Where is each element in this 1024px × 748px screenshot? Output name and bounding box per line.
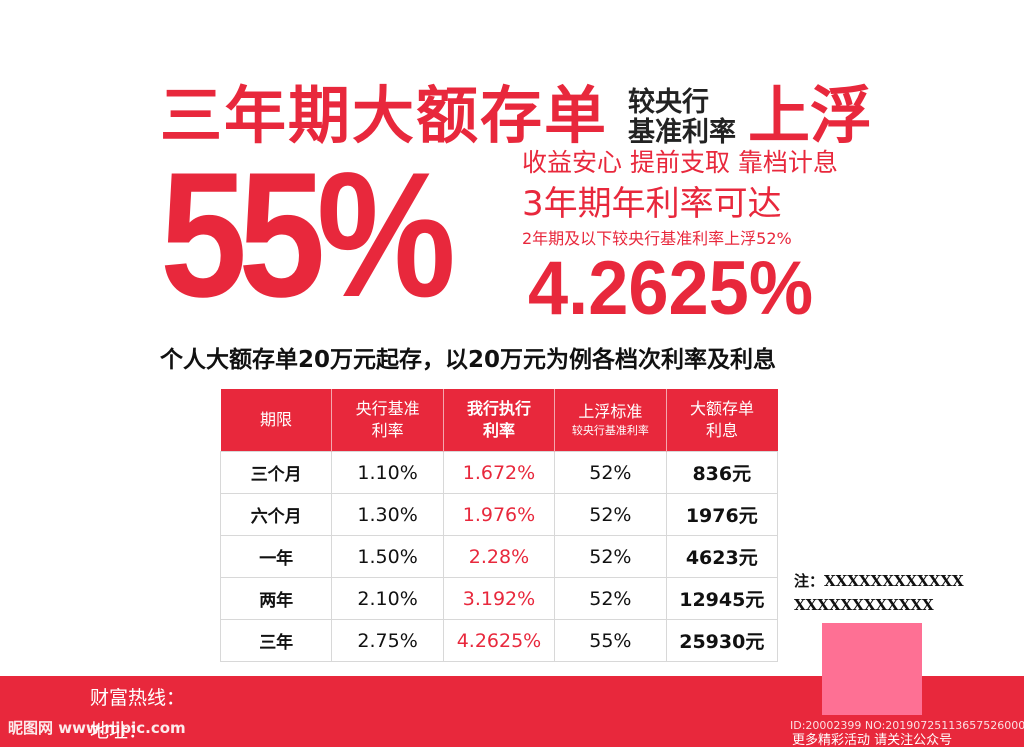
header-bank-rate: 我行执行 利率 bbox=[443, 389, 556, 452]
big-rate-percent: 55% bbox=[160, 135, 456, 334]
watermark-logo: 昵图网 www.nipic.com bbox=[8, 719, 186, 737]
watermark-id: ID:20002399 NO:20190725113657526000 bbox=[790, 719, 1024, 732]
headline-right: 上浮 bbox=[748, 79, 873, 152]
address-label: 地址： bbox=[90, 720, 148, 742]
table-row: 三年 2.75% 4.2625% 55% 25930元 bbox=[219, 619, 779, 662]
cell-interest: 836元 bbox=[665, 451, 779, 494]
annual-rate-label: 3年期年利率可达 bbox=[522, 184, 782, 224]
features-text: 收益安心 提前支取 靠档计息 bbox=[522, 148, 838, 177]
cell-bank-rate: 4.2625% bbox=[442, 619, 556, 662]
cell-float: 55% bbox=[554, 619, 667, 662]
annual-rate-value: 4.2625% bbox=[528, 246, 814, 331]
cell-bank-rate: 1.976% bbox=[442, 493, 556, 536]
cell-float: 52% bbox=[554, 535, 667, 578]
header-interest: 大额存单 利息 bbox=[666, 389, 778, 452]
cell-base-rate: 1.10% bbox=[331, 451, 444, 494]
headline-small-text: 较央行 基准利率 bbox=[628, 88, 736, 148]
headline-main: 三年期大额存单 bbox=[160, 79, 609, 152]
table-subtitle: 个人大额存单20万元起存，以20万元为例各档次利率及利息 bbox=[160, 347, 777, 373]
cell-bank-rate: 1.672% bbox=[442, 451, 556, 494]
note-text: 注：XXXXXXXXXXXX XXXXXXXXXXXX bbox=[794, 569, 964, 617]
table-row: 一年 1.50% 2.28% 52% 4623元 bbox=[219, 535, 779, 578]
header-term: 期限 bbox=[220, 389, 333, 452]
cell-float: 52% bbox=[554, 577, 667, 620]
cell-base-rate: 2.75% bbox=[331, 619, 444, 662]
cell-interest: 4623元 bbox=[665, 535, 779, 578]
cell-term: 六个月 bbox=[219, 493, 333, 536]
cell-term: 三个月 bbox=[219, 451, 333, 494]
rate-table: 期限 央行基准 利率 我行执行 利率 上浮标准 较央行基准利率 大额存单 利息 三个月 … bbox=[219, 389, 779, 662]
follow-account-text: 更多精彩活动 请关注公众号 bbox=[792, 733, 953, 748]
note-line2: XXXXXXXXXXXX bbox=[794, 596, 934, 614]
cell-float: 52% bbox=[554, 451, 667, 494]
cell-interest: 1976元 bbox=[665, 493, 779, 536]
table-header-row: 期限 央行基准 利率 我行执行 利率 上浮标准 较央行基准利率 大额存单 利息 bbox=[220, 389, 778, 452]
table-row: 三个月 1.10% 1.672% 52% 836元 bbox=[219, 451, 779, 494]
cell-float: 52% bbox=[554, 493, 667, 536]
table-row: 两年 2.10% 3.192% 52% 12945元 bbox=[219, 577, 779, 620]
cell-term: 一年 bbox=[219, 535, 333, 578]
hotline-label: 财富热线： bbox=[90, 687, 186, 709]
cell-interest: 25930元 bbox=[665, 619, 779, 662]
cell-term: 三年 bbox=[219, 619, 333, 662]
cell-bank-rate: 3.192% bbox=[442, 577, 556, 620]
cell-base-rate: 2.10% bbox=[331, 577, 444, 620]
table-row: 六个月 1.30% 1.976% 52% 1976元 bbox=[219, 493, 779, 536]
header-base-rate: 央行基准 利率 bbox=[331, 389, 444, 452]
cell-term: 两年 bbox=[219, 577, 333, 620]
cell-interest: 12945元 bbox=[665, 577, 779, 620]
headline-small-line2: 基准利率 bbox=[628, 117, 736, 148]
note-line1: 注：XXXXXXXXXXXX bbox=[794, 572, 964, 590]
header-float: 上浮标准 较央行基准利率 bbox=[554, 389, 667, 452]
headline-small-line1: 较央行 bbox=[628, 87, 709, 118]
qr-code-placeholder bbox=[822, 623, 922, 715]
cell-bank-rate: 2.28% bbox=[442, 535, 556, 578]
two-year-note: 2年期及以下较央行基准利率上浮52% bbox=[522, 229, 792, 248]
cell-base-rate: 1.50% bbox=[331, 535, 444, 578]
cell-base-rate: 1.30% bbox=[331, 493, 444, 536]
